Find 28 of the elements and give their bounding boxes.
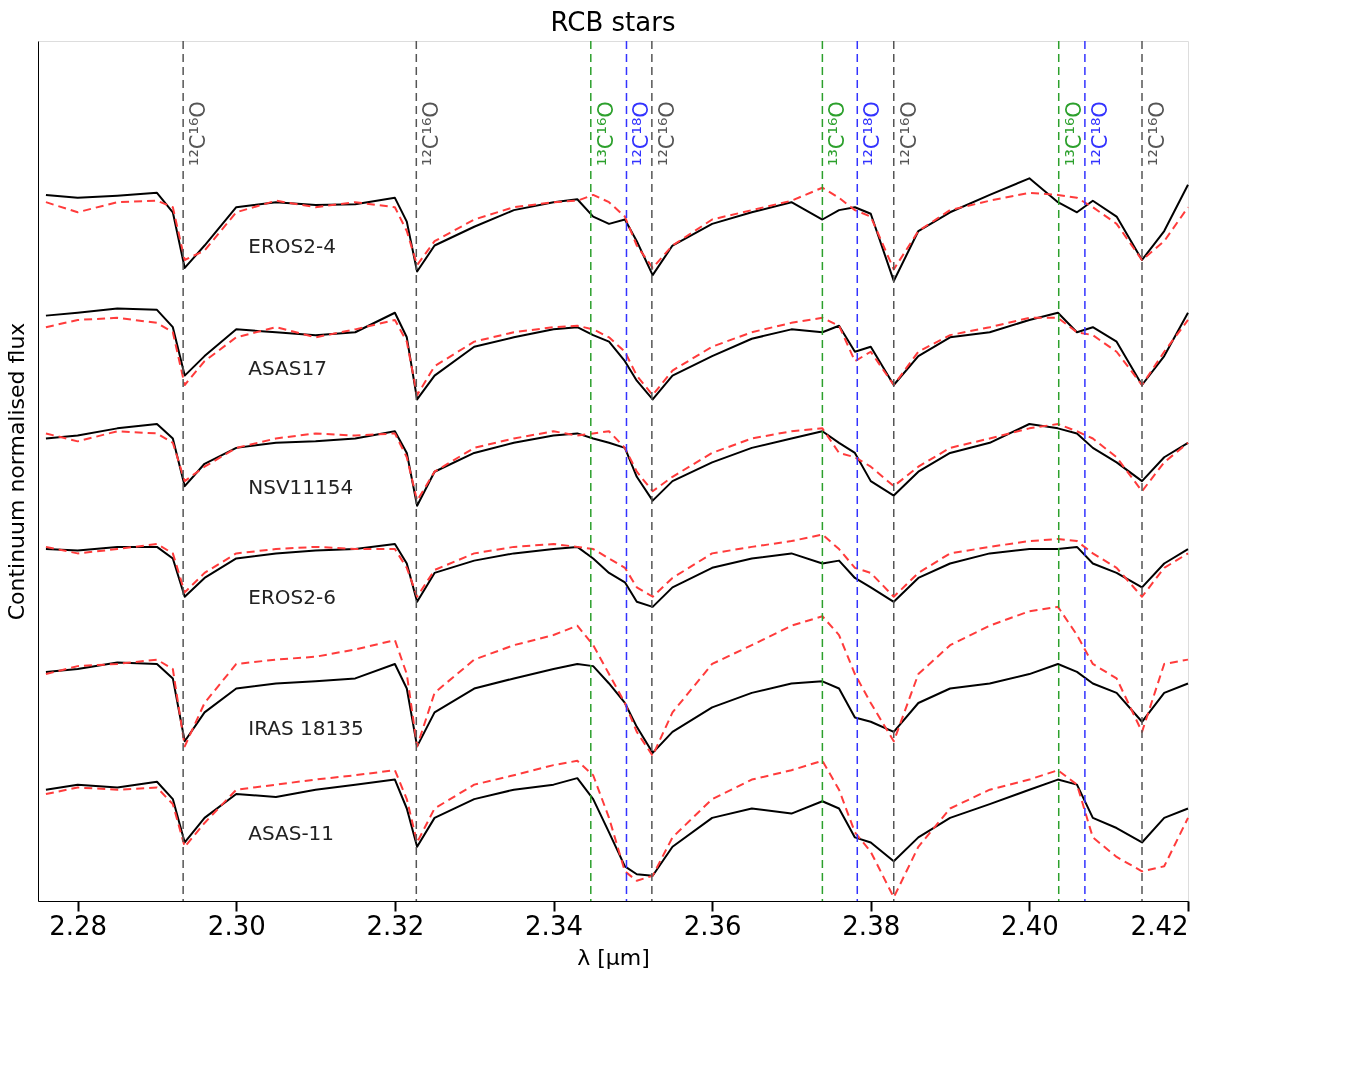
x-tick-label: 2.38 xyxy=(842,910,901,941)
chart-title: RCB stars xyxy=(550,7,676,38)
ref-line-label: ¹²C¹⁶O xyxy=(186,101,211,166)
ref-line-label: ¹³C¹⁶O xyxy=(825,101,850,166)
x-tick-label: 2.32 xyxy=(366,910,425,941)
x-tick-label: 2.30 xyxy=(207,910,266,941)
y-axis-title: Continuum normalised flux xyxy=(3,322,29,621)
ref-line-label: ¹²C¹⁸O xyxy=(629,101,654,166)
x-tick-label: 2.34 xyxy=(525,910,583,941)
ref-line-label: ¹²C¹⁸O xyxy=(860,101,885,166)
ref-line-label: ¹²C¹⁶O xyxy=(419,101,444,166)
series-label: ASAS-11 xyxy=(248,821,335,846)
ref-line-label: ¹²C¹⁶O xyxy=(1145,101,1169,166)
x-axis-title: λ [μm] xyxy=(577,944,650,970)
x-tick-label: 2.28 xyxy=(49,910,108,941)
ref-line-label: ¹²C¹⁶O xyxy=(896,101,921,166)
series-label: NSV11154 xyxy=(248,474,354,499)
ref-line-label: ¹³C¹⁶O xyxy=(1061,101,1086,166)
series-label: EROS2-6 xyxy=(248,585,336,610)
ref-line-label: ¹²C¹⁸O xyxy=(1087,101,1112,166)
x-tick-label: 2.42 xyxy=(1130,910,1189,941)
series-label: ASAS17 xyxy=(248,356,327,381)
x-tick-label: 2.40 xyxy=(1000,910,1059,941)
series-label: IRAS 18135 xyxy=(248,715,364,740)
series-label: EROS2-4 xyxy=(248,234,336,259)
ref-line-label: ¹²C¹⁶O xyxy=(654,101,679,166)
x-tick-label: 2.36 xyxy=(683,910,742,941)
ref-line-label: ¹³C¹⁶O xyxy=(593,101,618,166)
